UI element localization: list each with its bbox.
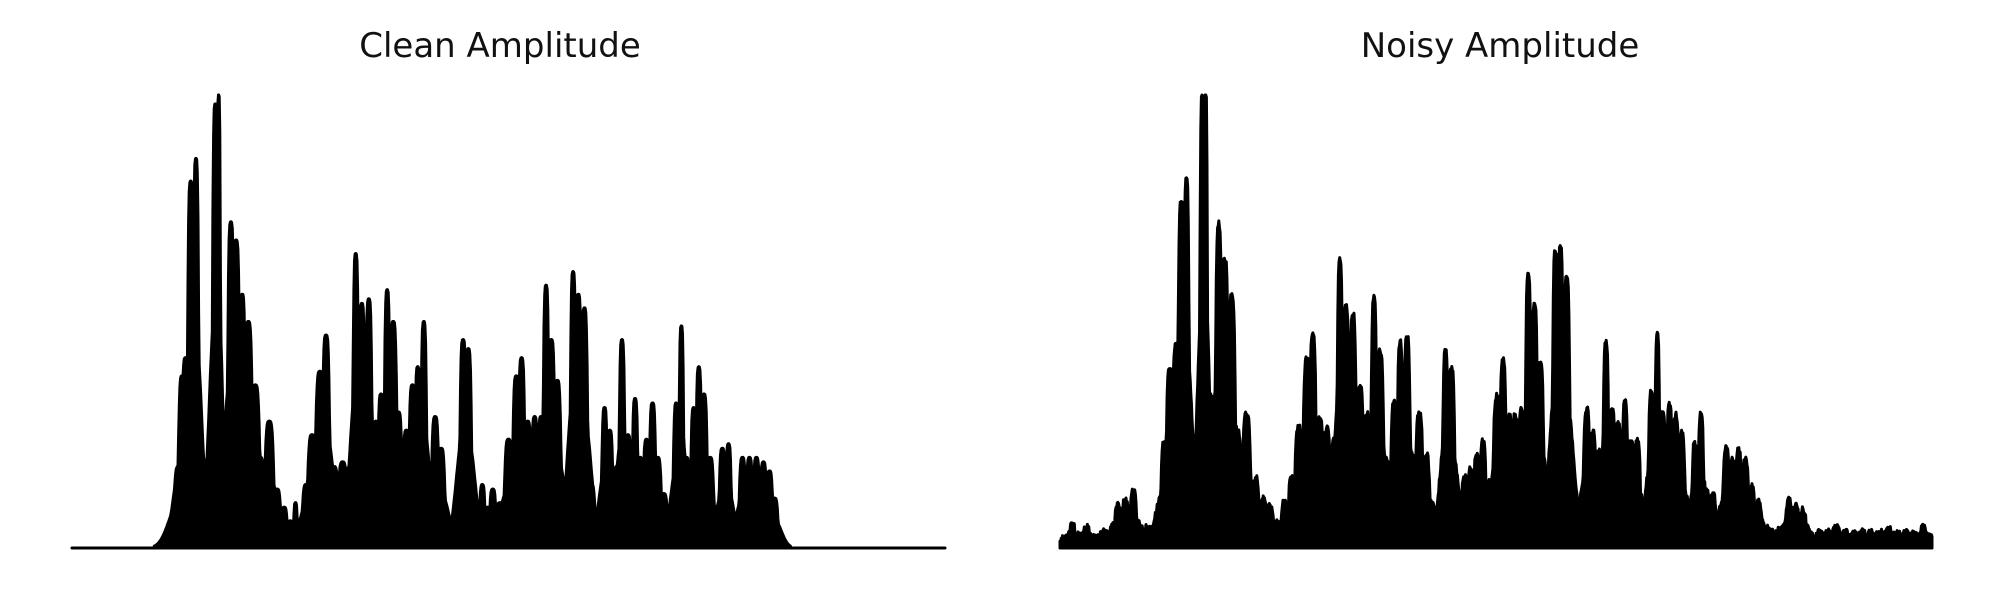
noisy-amplitude-plot — [1058, 93, 1934, 550]
clean-amplitude-title: Clean Amplitude — [359, 26, 641, 66]
clean-amplitude-panel: Clean Amplitude — [70, 26, 947, 550]
clean-amplitude-plot — [70, 93, 947, 550]
noisy-amplitude-panel: Noisy Amplitude — [1000, 0, 2000, 600]
noisy-amplitude-title: Noisy Amplitude — [1360, 26, 1640, 66]
